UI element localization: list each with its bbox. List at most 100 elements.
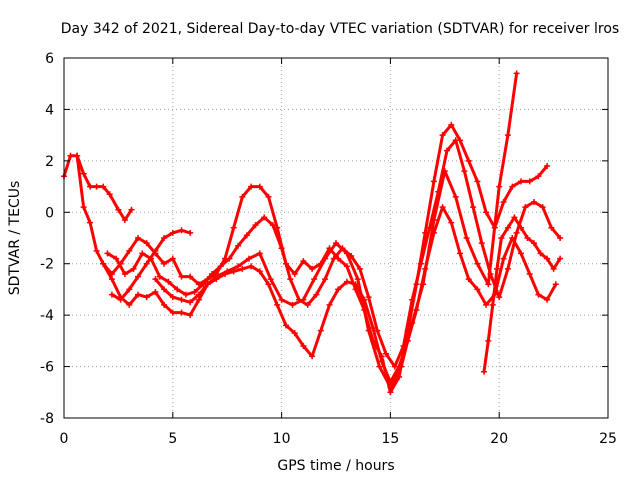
data-point (544, 296, 551, 303)
data-point (309, 353, 316, 360)
data-point (333, 240, 339, 247)
data-point (230, 268, 237, 275)
data-point (439, 132, 446, 139)
data-point (139, 250, 146, 257)
data-point (452, 137, 459, 144)
data-point (291, 271, 298, 277)
x-tick-label: 5 (168, 431, 177, 447)
data-point (121, 217, 128, 223)
data-point (474, 260, 481, 267)
data-point (435, 188, 442, 195)
data-point (489, 301, 496, 308)
data-point (248, 183, 255, 190)
data-point (256, 183, 263, 190)
y-tick-label: -2 (40, 257, 54, 273)
data-point (143, 294, 150, 301)
data-point (239, 265, 246, 272)
data-point (248, 263, 255, 270)
data-point (430, 178, 437, 185)
y-axis-label: SDTVAR / TECUs (7, 181, 23, 296)
data-point (289, 301, 296, 308)
data-point (113, 255, 120, 262)
data-point (524, 235, 531, 241)
data-point (404, 337, 411, 344)
data-point (509, 183, 516, 190)
data-point (209, 271, 215, 277)
data-point (239, 193, 246, 200)
data-point (396, 363, 403, 370)
data-point (126, 301, 133, 308)
data-point (106, 191, 113, 198)
data-point (174, 286, 181, 293)
data-point (300, 258, 307, 265)
data-point (504, 132, 511, 139)
data-point (485, 337, 492, 344)
data-point (326, 245, 333, 252)
data-point (343, 278, 350, 285)
data-point (335, 286, 342, 293)
data-point (498, 235, 505, 241)
data-point (156, 273, 163, 280)
data-point (161, 286, 168, 293)
data-point (374, 327, 381, 334)
data-point (243, 232, 250, 239)
y-tick-label: 2 (45, 154, 54, 170)
x-axis-label: GPS time / hours (277, 458, 394, 474)
data-point (296, 296, 302, 303)
data-point (378, 358, 385, 365)
data-point (330, 255, 337, 262)
data-point (235, 242, 242, 249)
data-point (481, 368, 487, 375)
series-track-7 (481, 214, 564, 375)
data-point (452, 193, 459, 200)
data-point (230, 224, 237, 231)
chart-title: Day 342 of 2021, Sidereal Day-to-day VTE… (61, 21, 619, 37)
data-point (135, 235, 141, 241)
x-tick-label: 15 (381, 431, 399, 447)
data-point (87, 183, 94, 190)
data-point (343, 263, 350, 270)
data-point (87, 219, 94, 226)
data-point (265, 193, 272, 200)
data-point (522, 204, 529, 211)
data-point (535, 173, 542, 180)
data-point (409, 296, 416, 303)
data-point (161, 260, 168, 267)
data-point (291, 330, 298, 337)
data-point (135, 273, 141, 280)
data-point (100, 260, 107, 267)
series-line (110, 228, 192, 302)
data-point (283, 322, 289, 329)
data-point (256, 268, 263, 275)
data-point (178, 227, 185, 234)
data-point (361, 296, 368, 303)
y-tick-label: 6 (45, 51, 54, 67)
data-point (552, 281, 559, 288)
data-point (261, 214, 268, 221)
data-point (187, 299, 194, 306)
data-point (531, 199, 537, 205)
data-point (474, 286, 481, 293)
data-point (518, 178, 524, 185)
data-point (483, 209, 490, 216)
plot-frame (63, 57, 609, 419)
data-point (121, 271, 128, 277)
data-point (448, 121, 455, 128)
series-track-6 (108, 227, 194, 303)
data-point (80, 170, 87, 177)
data-series (61, 70, 564, 396)
x-tick-label: 20 (490, 431, 508, 447)
data-point (274, 301, 281, 308)
data-point (304, 301, 311, 308)
data-point (465, 157, 472, 164)
data-point (348, 253, 355, 259)
series-track-5 (152, 204, 559, 385)
data-point (246, 255, 252, 262)
data-point (187, 312, 194, 319)
data-point (187, 229, 194, 236)
data-point (544, 163, 551, 169)
data-point (108, 276, 115, 283)
data-point (339, 245, 346, 252)
data-point (535, 291, 542, 298)
